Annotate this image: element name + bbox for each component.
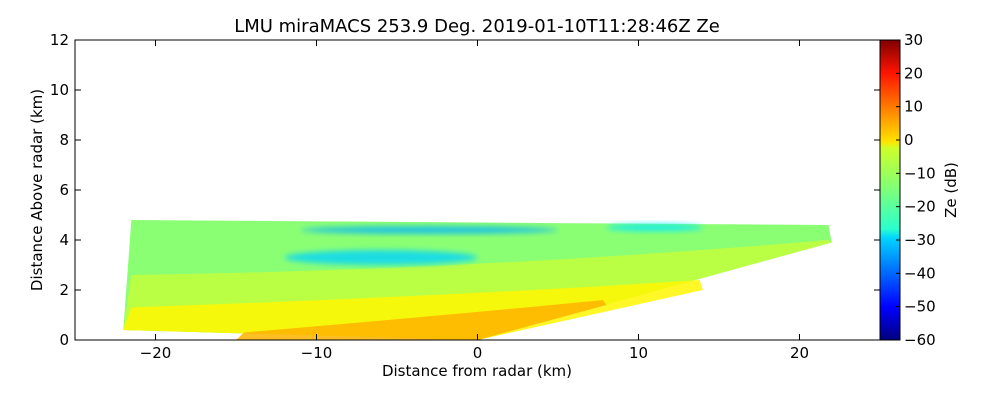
x-tick-label: −20	[140, 344, 172, 362]
x-axis-label: Distance from radar (km)	[382, 362, 572, 380]
plot-area	[74, 39, 881, 341]
colorbar-tick-label: 20	[904, 64, 923, 82]
echo-feature	[284, 250, 478, 265]
colorbar-tick-label: −40	[904, 264, 936, 282]
y-tick-label: 4	[59, 231, 69, 249]
echo-feature	[606, 223, 703, 232]
colorbar-tick-label: 30	[904, 31, 923, 49]
x-tick-label: 20	[790, 344, 809, 362]
colorbar-ticks: −60 −50 −40 −30 −20 −10 0 10 20 30	[896, 31, 936, 349]
colorbar-tick-label: 0	[904, 131, 914, 149]
y-axis: 0 2 4 6 8 10 12	[50, 31, 880, 349]
echo-layer	[123, 280, 703, 340]
colorbar-label: Ze (dB)	[942, 162, 960, 218]
colorbar-gradient	[879, 39, 901, 341]
x-tick-label: 10	[629, 344, 648, 362]
x-tick-label: 0	[473, 344, 483, 362]
y-tick-label: 2	[59, 281, 69, 299]
colorbar-tick-label: 10	[904, 98, 923, 116]
y-tick-label: 0	[59, 331, 69, 349]
colorbar-tick-label: −20	[904, 198, 936, 216]
colorbar: −60 −50 −40 −30 −20 −10 0 10 20 30 Ze (dB)	[879, 31, 960, 349]
x-tick-label: −10	[301, 344, 333, 362]
x-axis: −20 −10 0 10 20	[140, 40, 809, 362]
colorbar-tick-label: −30	[904, 231, 936, 249]
chart-title: LMU miraMACS 253.9 Deg. 2019-01-10T11:28…	[234, 16, 720, 37]
y-tick-label: 10	[50, 81, 69, 99]
y-tick-label: 6	[59, 181, 69, 199]
colorbar-tick-label: −50	[904, 298, 936, 316]
y-tick-label: 8	[59, 131, 69, 149]
echo-layer	[236, 300, 607, 340]
y-axis-label: Distance Above radar (km)	[28, 89, 46, 291]
echo-layers	[123, 220, 832, 340]
y-tick-label: 12	[50, 31, 69, 49]
colorbar-tick-label: −10	[904, 164, 936, 182]
echo-features	[284, 223, 703, 265]
echo-feature	[300, 226, 558, 234]
colorbar-tick-label: −60	[904, 331, 936, 349]
